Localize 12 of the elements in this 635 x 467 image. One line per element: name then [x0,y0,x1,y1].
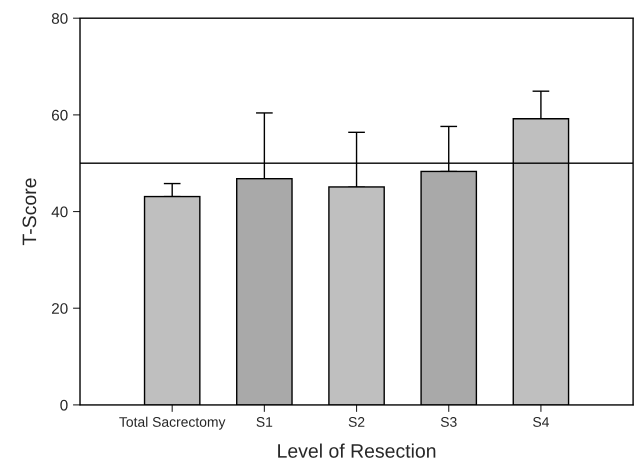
y-tick-label: 40 [52,206,68,218]
y-tick-label: 80 [52,13,68,24]
x-axis-title: Level of Resection [278,444,436,458]
y-tick-label: 0 [60,400,68,411]
x-tick-label: S4 [533,417,549,427]
x-tick-label: Total Sacrectomy [119,416,226,430]
x-tick-label: S2 [348,417,364,427]
y-tick-label: 20 [52,303,68,314]
y-axis-title: T-Score [22,178,36,246]
y-tick-label: 60 [52,110,68,121]
x-tick-label: S3 [440,417,457,427]
x-tick-label: S1 [256,417,272,427]
